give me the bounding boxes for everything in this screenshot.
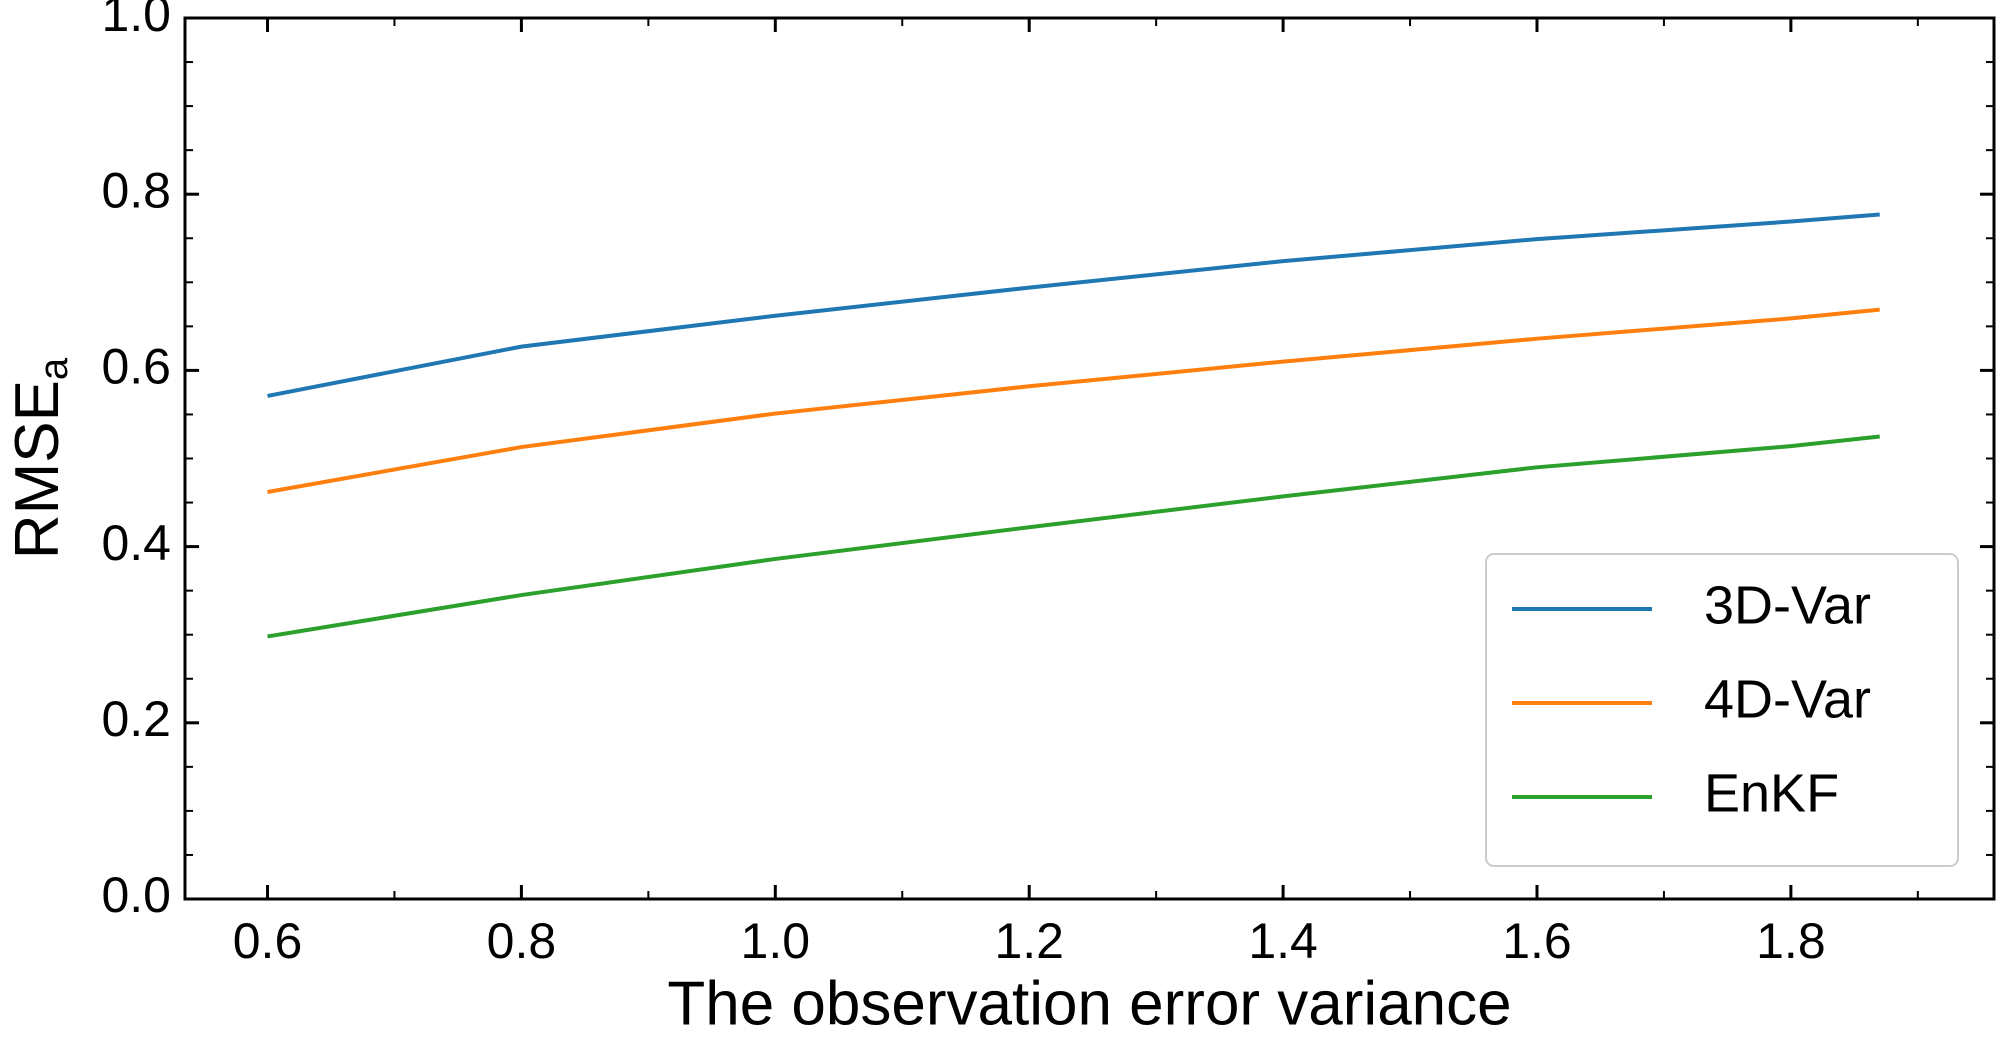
legend-box bbox=[1485, 553, 1959, 867]
legend-label: 3D-Var bbox=[1704, 575, 1871, 635]
x-tick-label: 1.8 bbox=[1756, 913, 1826, 969]
y-tick-label: 0.2 bbox=[101, 691, 171, 747]
y-tick-label: 0.8 bbox=[101, 162, 171, 218]
y-axis-label: RMSEa bbox=[3, 357, 75, 559]
y-axis-label-subscript: a bbox=[32, 357, 76, 380]
legend-label: EnKF bbox=[1704, 763, 1839, 823]
line-series bbox=[267, 434, 1880, 639]
y-axis-label-main: RMSE bbox=[3, 380, 72, 559]
y-tick-label: 1.0 bbox=[101, 0, 171, 42]
x-tick-label: 1.0 bbox=[741, 913, 811, 969]
line-series bbox=[267, 307, 1880, 494]
y-tick-label: 0.6 bbox=[101, 339, 171, 395]
x-tick-label: 0.8 bbox=[487, 913, 557, 969]
y-tick-label: 0.4 bbox=[101, 515, 171, 571]
x-tick-label: 1.6 bbox=[1502, 913, 1572, 969]
x-axis-label: The observation error variance bbox=[667, 969, 1511, 1038]
legend-label: 4D-Var bbox=[1704, 669, 1871, 729]
line-series bbox=[267, 212, 1880, 398]
x-tick-label: 0.6 bbox=[233, 913, 303, 969]
x-tick-label: 1.2 bbox=[994, 913, 1064, 969]
x-tick-label: 1.4 bbox=[1248, 913, 1318, 969]
y-tick-label: 0.0 bbox=[101, 867, 171, 923]
